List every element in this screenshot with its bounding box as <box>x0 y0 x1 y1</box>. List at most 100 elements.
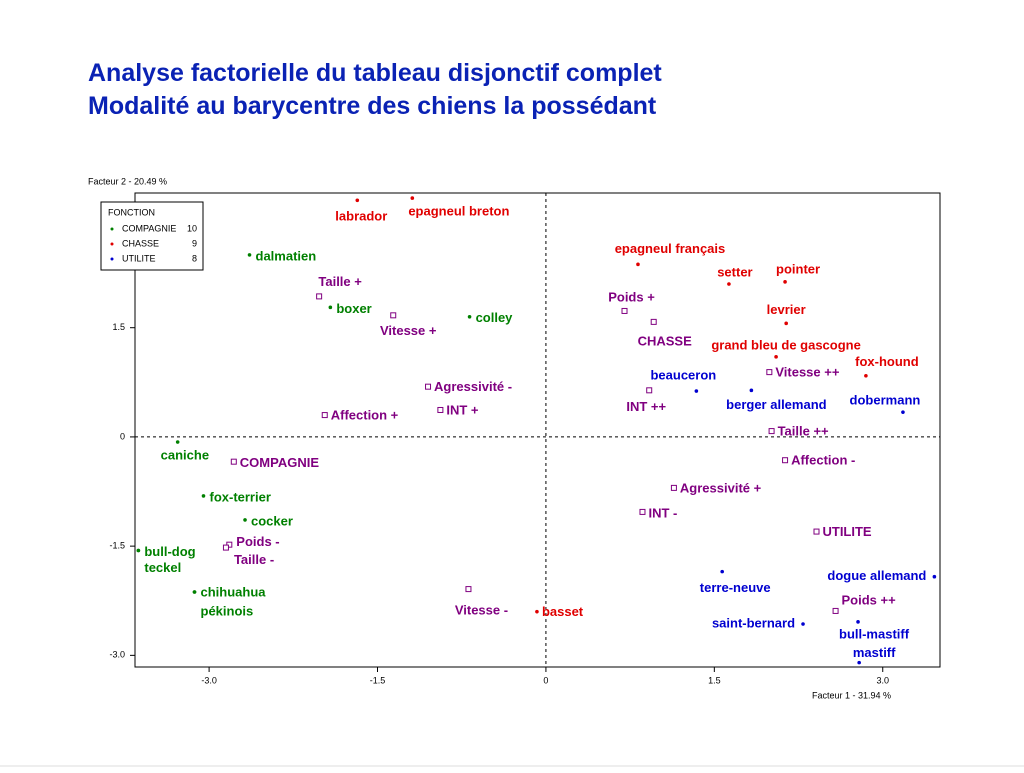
point <box>749 388 754 393</box>
point <box>230 458 237 465</box>
point-label: dobermann <box>850 393 921 408</box>
point-label: fox-hound <box>855 354 919 369</box>
point <box>783 280 787 284</box>
point <box>857 660 861 665</box>
point <box>175 440 180 444</box>
y-tick-label: 0 <box>120 431 125 441</box>
point-label: Agressivité + <box>680 480 762 495</box>
point-label: colley <box>476 310 514 325</box>
legend-marker <box>110 257 114 261</box>
point <box>813 528 820 535</box>
point <box>832 607 839 614</box>
title-line: Analyse factorielle du tableau disjoncti… <box>88 59 662 87</box>
legend-count: 9 <box>192 238 197 248</box>
point-label: boxer <box>336 301 371 316</box>
point <box>646 387 653 394</box>
legend-marker <box>110 227 114 231</box>
point <box>768 428 775 435</box>
point-label: pékinois <box>201 603 254 618</box>
point <box>932 574 937 579</box>
point-label: Agressivité - <box>434 379 512 394</box>
legend-count: 10 <box>187 223 197 233</box>
point <box>864 373 868 378</box>
point-label: INT - <box>648 505 677 520</box>
legend-count: 8 <box>192 253 197 263</box>
y-tick-label: -3.0 <box>109 650 125 660</box>
legend-marker <box>110 242 114 246</box>
point-label: Affection + <box>331 408 399 423</box>
point-label: labrador <box>335 209 387 224</box>
y-axis-label: Facteur 2 - 20.49 % <box>88 176 167 186</box>
point-label: dalmatien <box>256 248 317 263</box>
point-label: cocker <box>251 513 293 528</box>
point <box>639 508 646 515</box>
legend-label: COMPAGNIE <box>122 223 176 233</box>
x-tick-label: -3.0 <box>201 675 217 685</box>
point-label: COMPAGNIE <box>240 455 320 470</box>
point-label: beauceron <box>650 367 716 382</box>
point <box>316 293 323 300</box>
y-tick-label: 1.5 <box>112 322 125 332</box>
point <box>425 383 432 390</box>
point-label: Vitesse ++ <box>775 365 840 380</box>
point-label: bull-dog <box>144 544 195 559</box>
point <box>636 262 640 267</box>
point <box>247 253 252 257</box>
point-label: Vitesse - <box>455 603 508 618</box>
point-label: caniche <box>161 447 209 462</box>
point <box>782 457 789 464</box>
point-label: Taille + <box>318 274 362 289</box>
legend-label: UTILITE <box>122 253 156 263</box>
x-tick-label: -1.5 <box>370 675 386 685</box>
point <box>727 282 731 286</box>
point-label: bull-mastiff <box>839 626 910 641</box>
point-label: Poids + <box>608 289 655 304</box>
x-tick-label: 1.5 <box>708 675 721 685</box>
point-label: CHASSE <box>638 333 693 348</box>
legend-box <box>100 201 204 271</box>
point-label: dogue allemand <box>827 568 926 583</box>
point <box>535 609 539 614</box>
point-label: Poids - <box>236 534 279 549</box>
point <box>465 586 472 593</box>
x-axis-label: Facteur 1 - 31.94 % <box>812 690 891 700</box>
point <box>901 410 905 414</box>
point <box>774 355 778 359</box>
point-label: saint-bernard <box>712 615 795 630</box>
point <box>192 590 197 594</box>
point <box>355 198 360 203</box>
legend-label: CHASSE <box>122 238 159 248</box>
legend-title: FONCTION <box>108 207 155 217</box>
point-label: teckel <box>144 560 181 575</box>
point-label: epagneul breton <box>408 204 509 219</box>
point-label: basset <box>542 604 584 619</box>
point-label: pointer <box>776 261 820 276</box>
point-label: terre-neuve <box>700 580 771 595</box>
point <box>801 622 805 626</box>
point <box>467 314 472 319</box>
point-label: chihuahua <box>201 584 267 599</box>
point <box>720 569 724 574</box>
point-label: Taille - <box>234 552 274 567</box>
point <box>410 196 415 200</box>
y-tick-label: -1.5 <box>109 541 125 551</box>
point-label: setter <box>717 264 752 279</box>
point <box>856 620 860 624</box>
point-label: mastiff <box>853 645 896 660</box>
point <box>670 484 677 491</box>
x-tick-label: 3.0 <box>876 675 889 685</box>
point <box>621 307 628 314</box>
point <box>784 321 788 326</box>
title-line: Modalité au barycentre des chiens la pos… <box>88 92 657 120</box>
point-label: Taille ++ <box>778 424 829 439</box>
point-label: epagneul français <box>615 241 726 256</box>
point <box>390 312 397 319</box>
point-label: fox-terrier <box>209 489 270 504</box>
point-label: Poids ++ <box>841 592 896 607</box>
point-label: Vitesse + <box>380 323 437 338</box>
point <box>243 518 247 522</box>
point <box>201 494 206 498</box>
point <box>321 412 328 419</box>
point-label: UTILITE <box>822 524 871 539</box>
